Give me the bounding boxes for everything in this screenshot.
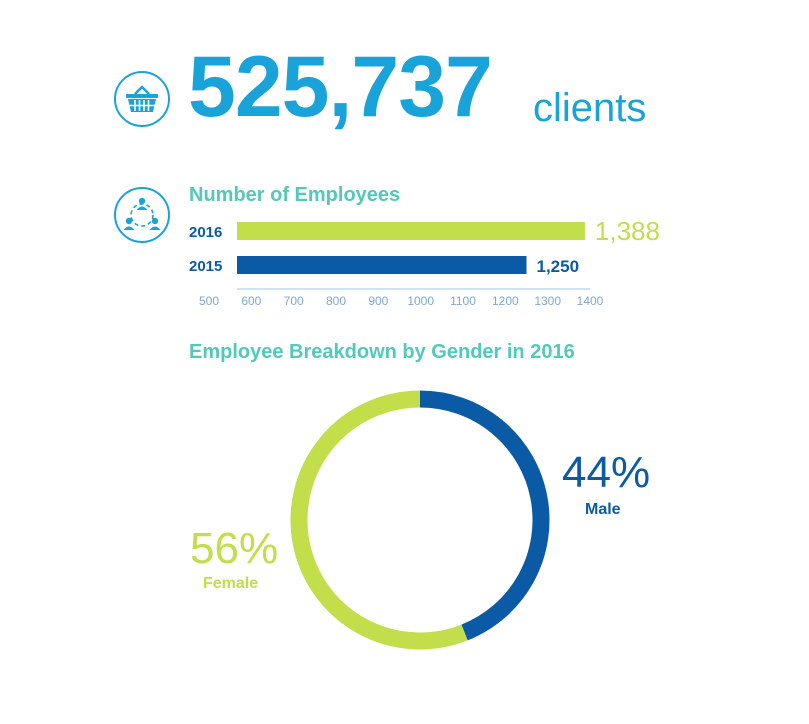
employees-bar-chart: 2016 1,388 2015 1,250 500 600 700 800 900 1000 110…: [189, 216, 660, 308]
x-tick-label: 1300: [534, 294, 561, 308]
people-network-icon: [114, 187, 170, 243]
bar-2016: [237, 222, 585, 240]
bar-value-label: 1,250: [537, 257, 580, 276]
x-tick-label: 1200: [492, 294, 519, 308]
bar-category-label: 2015: [189, 258, 222, 275]
x-tick-label: 500: [199, 294, 219, 308]
x-tick-label: 800: [326, 294, 346, 308]
gender-chart-title: Employee Breakdown by Gender in 2016: [189, 341, 575, 363]
shopping-basket-icon: [114, 71, 170, 127]
x-tick-label: 900: [368, 294, 388, 308]
headline-unit: clients: [533, 86, 647, 130]
male-percent-label: 44%: [562, 448, 651, 497]
headline-number: 525,737: [188, 39, 493, 135]
x-tick-label: 600: [241, 294, 261, 308]
x-tick-label: 1400: [577, 294, 604, 308]
male-name-label: Male: [585, 501, 621, 518]
employees-chart-title: Number of Employees: [189, 184, 401, 206]
x-tick-label: 1000: [407, 294, 434, 308]
donut-slice-female: [290, 390, 468, 650]
female-percent-label: 56%: [190, 524, 279, 573]
gender-donut-chart: [290, 390, 550, 650]
bar-value-label: 1,388: [595, 216, 660, 246]
bar-2015: [237, 256, 527, 274]
x-tick-label: 700: [284, 294, 304, 308]
female-name-label: Female: [203, 575, 259, 592]
x-tick-label: 1100: [450, 294, 476, 308]
donut-slice-male: [419, 390, 550, 641]
bar-category-label: 2016: [189, 224, 222, 241]
